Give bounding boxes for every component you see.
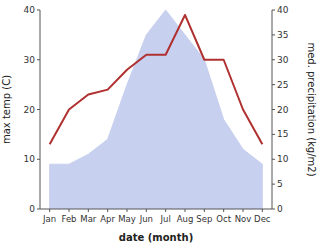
y-tick-label: 0 [29,204,35,214]
y-tick [37,10,40,11]
y-tick-label: 30 [24,55,36,65]
x-tick-label: Jan [42,214,56,224]
y2-tick [272,10,275,11]
y2-tick [272,159,275,160]
y2-tick [272,134,275,135]
plot-area [50,10,263,209]
y-tick [37,109,40,110]
precipitation-area [50,10,263,209]
y2-tick-label: 15 [277,129,288,139]
y2-tick [272,109,275,110]
x-tick [127,209,128,212]
y2-tick-label: 20 [277,105,289,115]
x-tick-label: Jul [160,214,171,224]
y2-axis-label: med. precipitation (kg/m2) [306,42,317,176]
y2-tick-label: 40 [277,5,289,15]
x-tick [262,209,263,212]
x-tick-label: Oct [216,214,231,224]
x-tick-label: Mar [80,214,97,224]
x-tick-label: Sep [196,214,212,224]
y2-tick-label: 0 [277,204,283,214]
x-tick [165,209,166,212]
y-tick [37,59,40,60]
y2-tick [272,184,275,185]
x-tick-label: Feb [61,214,76,224]
y-tick [37,159,40,160]
y-tick-label: 10 [24,154,36,164]
y2-tick-label: 5 [277,179,283,189]
y2-tick-label: 25 [277,80,288,90]
y2-tick [272,59,275,60]
x-tick [185,209,186,212]
x-tick [204,209,205,212]
x-tick [243,209,244,212]
x-axis-label: date (month) [119,232,193,243]
y-tick-label: 40 [24,5,36,15]
x-tick-label: Nov [235,214,252,224]
x-tick-label: Aug [177,214,194,224]
x-tick [88,209,89,212]
temperature-line [50,15,263,144]
x-axis-line [40,209,272,210]
x-tick-label: Apr [100,214,115,224]
y2-tick-label: 10 [277,154,289,164]
y2-tick-label: 35 [277,30,288,40]
x-tick [69,209,70,212]
y2-tick [272,84,275,85]
x-tick-label: May [118,214,136,224]
x-tick-label: Jun [139,214,153,224]
x-tick [49,209,50,212]
x-tick [107,209,108,212]
y-tick-label: 20 [24,105,36,115]
chart: Jan Feb MarAprMayJun Jul AugSep Oct NovDec date… [0,0,318,247]
y2-tick-label: 30 [277,55,289,65]
x-tick-label: Dec [254,214,271,224]
y-tick [37,209,40,210]
x-tick [146,209,147,212]
y2-tick [272,209,275,210]
x-tick [223,209,224,212]
y-axis-label: max temp (C) [1,75,12,144]
y2-tick [272,34,275,35]
